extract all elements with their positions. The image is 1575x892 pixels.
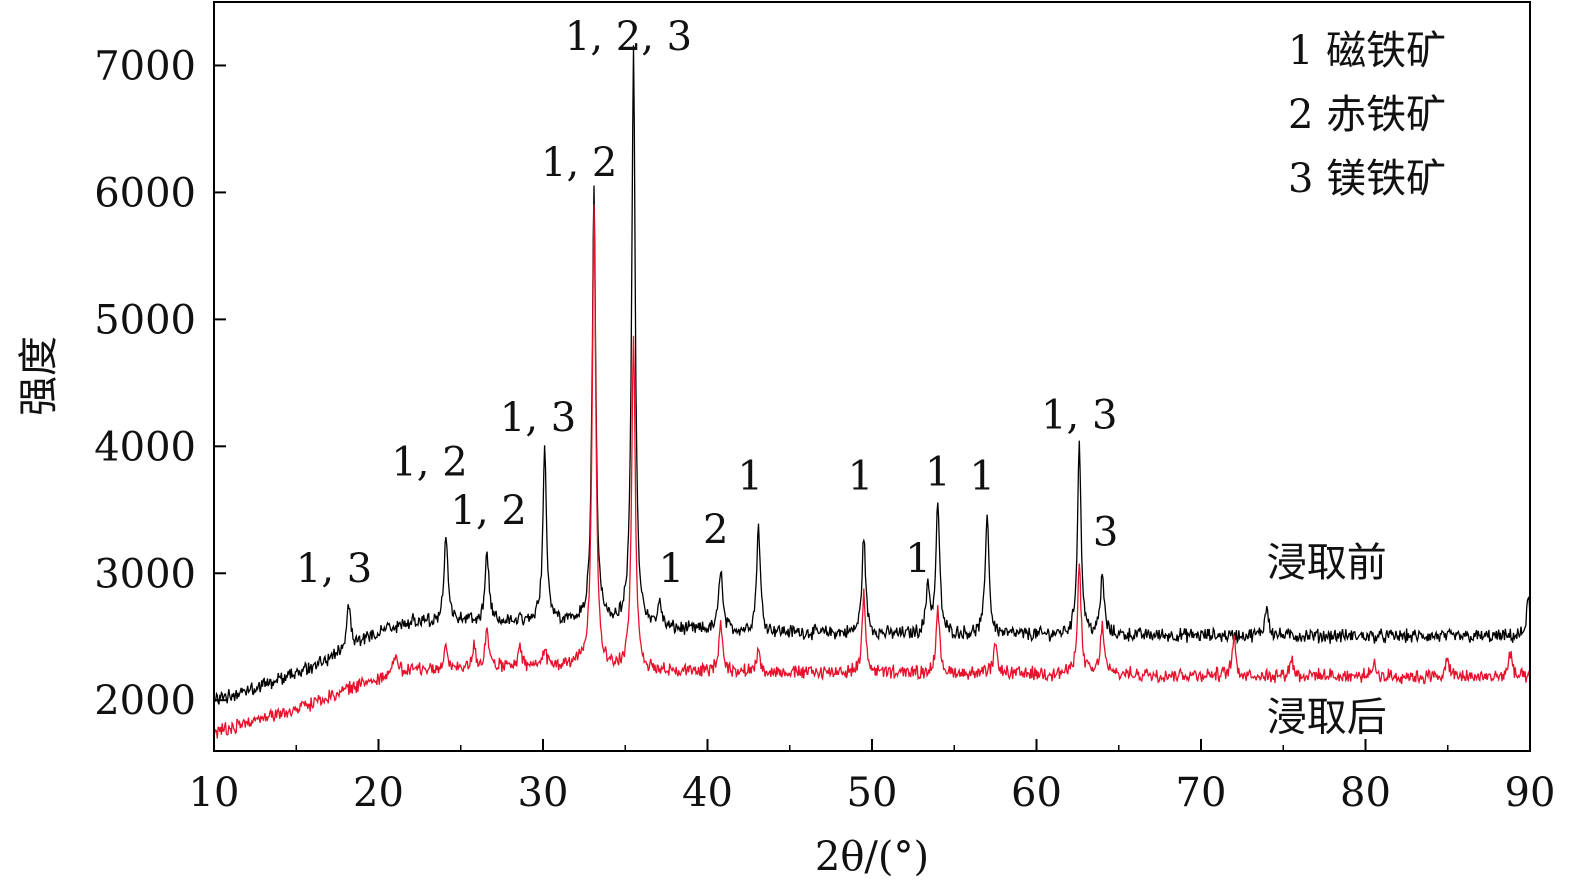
peak-label: 2 (703, 507, 728, 553)
legend-item: 2 赤铁矿 (1288, 92, 1446, 138)
peak-label: 1, 2 (541, 140, 617, 186)
x-axis-ticks: 10 20 30 40 50 60 70 80 90 (189, 739, 1556, 816)
y-tick-label: 4000 (94, 424, 196, 470)
y-tick-label: 7000 (94, 43, 196, 89)
peak-label: 1, 3 (1041, 393, 1117, 439)
x-tick-label: 80 (1340, 770, 1391, 816)
x-axis-title: 2θ/(°) (815, 834, 929, 880)
y-tick-label: 2000 (94, 678, 196, 724)
peak-label: 1, 2 (391, 440, 467, 486)
series-label-1: 浸取前 (1267, 540, 1387, 586)
peak-label: 1, 2 (451, 488, 527, 534)
peak-label: 1, 3 (296, 546, 372, 592)
peak-label: 1 (848, 453, 873, 499)
y-tick-label: 3000 (94, 551, 196, 597)
legend-item: 3 镁铁矿 (1288, 156, 1446, 202)
peak-label: 1 (738, 453, 763, 499)
legend-item: 1 磁铁矿 (1288, 28, 1446, 74)
x-tick-label: 20 (353, 770, 404, 816)
x-tick-label: 40 (682, 770, 733, 816)
peak-label: 3 (1093, 509, 1118, 555)
x-tick-label: 60 (1011, 770, 1062, 816)
series-line-2 (213, 204, 1531, 739)
series-line-1 (213, 45, 1531, 705)
y-axis-ticks: 2000 3000 4000 5000 6000 7000 (94, 43, 226, 724)
x-tick-label: 90 (1505, 770, 1556, 816)
peak-label: 1 (969, 453, 994, 499)
x-tick-label: 70 (1176, 770, 1227, 816)
x-tick-label: 50 (847, 770, 898, 816)
peak-label: 1, 2, 3 (565, 14, 692, 60)
legend: 1 磁铁矿 2 赤铁矿 3 镁铁矿 (1288, 28, 1446, 202)
x-tick-label: 30 (518, 770, 569, 816)
plot-series (213, 45, 1531, 739)
peak-label: 1, 3 (500, 395, 576, 441)
y-axis-title: 强度 (16, 336, 62, 416)
series-label-2: 浸取后 (1267, 695, 1387, 741)
peak-label: 1 (905, 536, 930, 582)
y-tick-label: 6000 (94, 170, 196, 216)
peak-label: 1 (659, 546, 684, 592)
x-tick-label: 10 (189, 770, 240, 816)
peak-label: 1 (925, 450, 950, 496)
y-tick-label: 5000 (94, 297, 196, 343)
